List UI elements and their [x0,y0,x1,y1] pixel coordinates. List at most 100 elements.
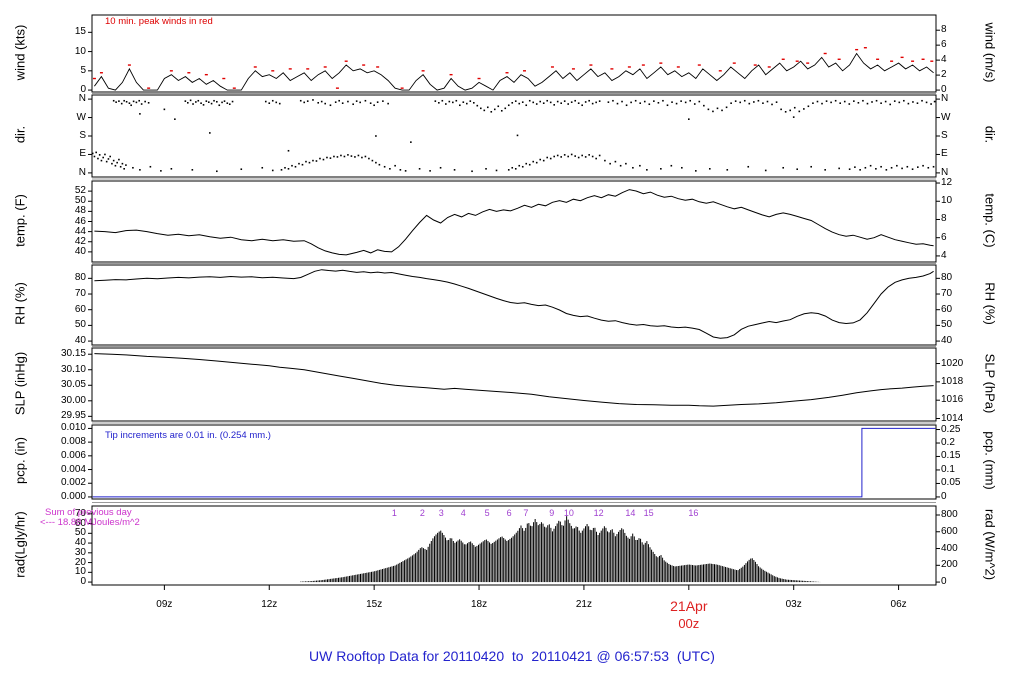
wind-dir-dot [455,99,458,102]
wind-dir-dot [563,100,566,102]
wind-dir-dot [866,102,869,105]
wind-peak-dot [323,66,327,68]
y-tick-label-rad: 50 [74,527,86,539]
wind-peak-dot [421,70,425,72]
wind-dir-dot [439,166,442,169]
wind-dir-dot [890,166,893,169]
wind-dir-dot [466,102,468,105]
wind-dir-dot [670,164,673,167]
wind-dir-dot [118,100,120,102]
wind-dir-dot [147,101,150,104]
wind-dir-dot [708,168,711,170]
wind-dir-dot [607,101,610,103]
wind-dir-dot [570,153,573,156]
wind-dir-dot [120,102,123,105]
wind-dir-dot [306,100,309,102]
rad-milestone-12: 12 [593,508,604,518]
wind-dir-dot [121,162,124,165]
wind-dir-dot [625,162,627,165]
y-tick-label-slp: 29.95 [60,410,86,422]
wind-dir-dot [753,101,755,103]
wind-dir-dot [514,100,517,102]
wind-dir-dot [200,102,202,104]
y-tick-label-rh: 40 [74,335,86,347]
wind-dir-dot [368,157,370,160]
wind-dir-dot [231,100,234,103]
pcp-line [92,427,936,498]
wind-dir-dot [324,102,327,105]
wind-dir-dot [240,168,243,171]
wind-dir-dot [336,156,339,158]
wind-dir-dot [553,104,556,106]
panel-frame-rad [91,505,937,586]
wind-dir-dot [793,106,796,109]
wind-dir-dot [871,101,873,103]
wind-dir-dot [532,101,535,104]
wind-dir-dot [812,102,814,104]
wind-dir-dot [684,101,687,104]
rad-milestone-6: 6 [506,508,512,518]
y-tick-label-right-pcp: 0.15 [941,450,961,462]
wind-dir-dot [734,100,737,102]
wind-dir-dot [712,110,714,113]
wind-dir-dot [911,168,914,171]
wind-dir-dot [830,101,832,104]
wind-dir-dot [584,156,587,158]
y-tick-label-dir: E [79,148,86,160]
wind-dir-dot [364,155,367,158]
wind-dir-dot [130,104,132,107]
wind-peak-dot [676,66,680,68]
wind-dir-dot [598,154,601,157]
wind-dir-dot [646,169,648,171]
wind-dir-dot [312,99,314,101]
wind-dir-dot [821,102,823,105]
wind-dir-dot [556,154,559,157]
wind-dir-dot [361,156,363,159]
rad-sum-value-note: <--- 18.88 MJoules/m^2 [40,517,140,528]
y-tick-label-right-rh: 60 [941,303,953,315]
wind-dir-dot [893,100,896,102]
wind-dir-dot [660,168,662,170]
wind-dir-dot [343,155,346,158]
wind-dir-dot [354,156,356,158]
temp-line [94,189,934,256]
axis-label-right-rad: rad (W/m^2) [982,508,998,580]
wind-dir-dot [326,156,328,159]
wind-dir-dot [553,155,556,158]
pcp-tip-increment-note: Tip increments are 0.01 in. (0.254 mm.) [105,430,271,441]
y-tick-label-temp: 46 [74,215,86,227]
wind-dir-dot [857,101,860,104]
wind-dir-dot [916,102,919,104]
y-tick-label-right-temp: 4 [941,249,947,261]
wind-dir-dot [588,99,590,102]
wind-peak-dot [477,77,481,80]
panel-frame-temp [91,180,937,263]
wind-peak-dot [147,87,151,89]
y-tick-label-rad: 30 [74,546,86,558]
wind-dir-dot [854,166,856,168]
wind-dir-dot [549,157,552,160]
wind-peak-dot [855,48,859,51]
wind-dir-dot [789,109,792,112]
wind-dir-dot [743,99,746,102]
wind-dir-dot [925,101,928,104]
wind-dir-dot [693,103,696,105]
y-tick-label-right-pcp: 0.25 [941,423,961,435]
wind-peak-dot [863,47,867,49]
wind-dir-dot [490,111,493,113]
wind-dir-dot [500,109,503,112]
wind-dir-dot [192,103,194,105]
wind-dir-dot [264,100,267,103]
wind-peak-dot [505,72,509,74]
rh-line [94,269,934,339]
wind-dir-dot [726,169,729,171]
wind-dir-dot [452,101,454,104]
wind-dir-dot [226,102,229,104]
wind-dir-dot [518,102,521,105]
wind-dir-dot [195,101,197,103]
wind-dir-dot [329,104,332,107]
panel-frame-wind [91,14,937,93]
wind-peak-dot [306,68,310,70]
wind-dir-dot [107,158,110,160]
